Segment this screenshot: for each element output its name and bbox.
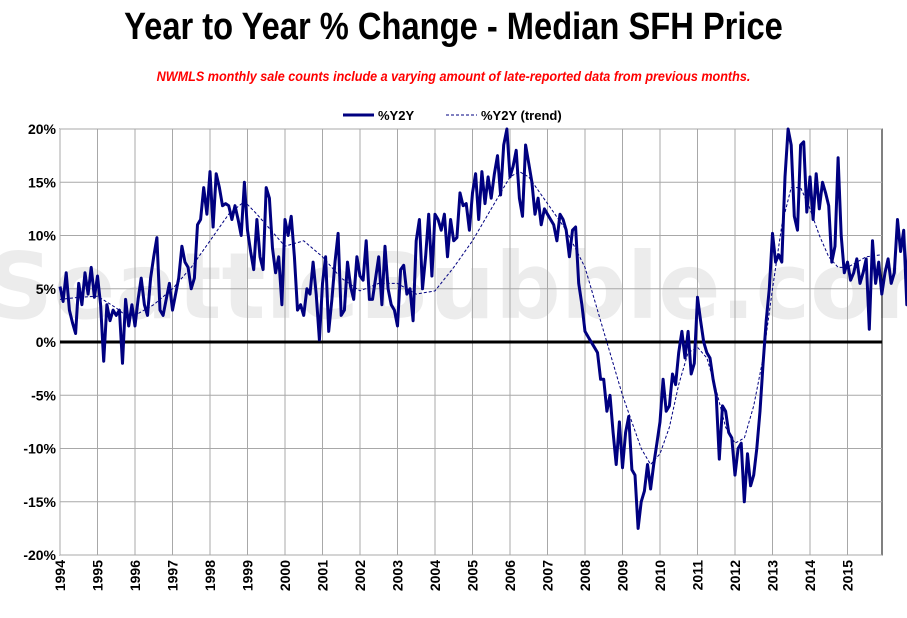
- x-tick-label: 2002: [352, 560, 368, 591]
- y-tick-label: 15%: [28, 174, 57, 190]
- x-tick-label: 2011: [690, 560, 706, 591]
- series-line-trend: [59, 171, 883, 465]
- legend-label-trend: %Y2Y (trend): [481, 108, 562, 123]
- x-tick-label: 2005: [465, 560, 481, 591]
- x-tick-label: 2010: [652, 560, 668, 591]
- series-layer: [58, 127, 907, 530]
- x-tick-label: 1997: [165, 560, 181, 591]
- x-tick-label: 2015: [840, 560, 856, 591]
- x-tick-label: 2001: [315, 560, 331, 591]
- x-tick-label: 2014: [802, 560, 818, 591]
- chart-subtitle: NWMLS monthly sale counts include a vary…: [156, 68, 751, 84]
- y-tick-label: 20%: [28, 121, 57, 137]
- y-tick-label: -15%: [23, 494, 56, 510]
- x-tick-label: 1995: [90, 560, 106, 591]
- y-tick-label: -20%: [23, 547, 56, 563]
- x-tick-label: 1994: [52, 560, 68, 591]
- x-tick-label: 2003: [390, 560, 406, 591]
- x-tick-label: 2000: [277, 560, 293, 591]
- y-tick-label: -10%: [23, 441, 56, 457]
- x-axis-ticks: 1994 1995 1996 1997 1998 1999 2000 2001 2002 2003…: [52, 560, 856, 591]
- y-tick-label: 10%: [28, 228, 57, 244]
- y-tick-label: 0%: [36, 334, 57, 350]
- legend-label-y2y: %Y2Y: [378, 108, 414, 123]
- y-tick-label: 5%: [36, 281, 57, 297]
- x-tick-label: 2013: [765, 560, 781, 591]
- x-tick-label: 2009: [615, 560, 631, 591]
- y-axis-ticks: 20% 15% 10% 5% 0% -5% -10% -15% -20%: [23, 121, 56, 563]
- x-tick-label: 2012: [727, 560, 743, 591]
- x-tick-label: 1999: [240, 560, 256, 591]
- legend: %Y2Y %Y2Y (trend): [343, 108, 562, 123]
- y-tick-label: -5%: [31, 387, 56, 403]
- x-tick-label: 1998: [202, 560, 218, 591]
- x-tick-label: 2007: [540, 560, 556, 591]
- x-tick-label: 2004: [427, 560, 443, 591]
- chart-title: Year to Year % Change - Median SFH Price: [124, 6, 783, 48]
- x-tick-label: 2006: [502, 560, 518, 591]
- x-tick-label: 2008: [577, 560, 593, 591]
- x-tick-label: 1996: [127, 560, 143, 591]
